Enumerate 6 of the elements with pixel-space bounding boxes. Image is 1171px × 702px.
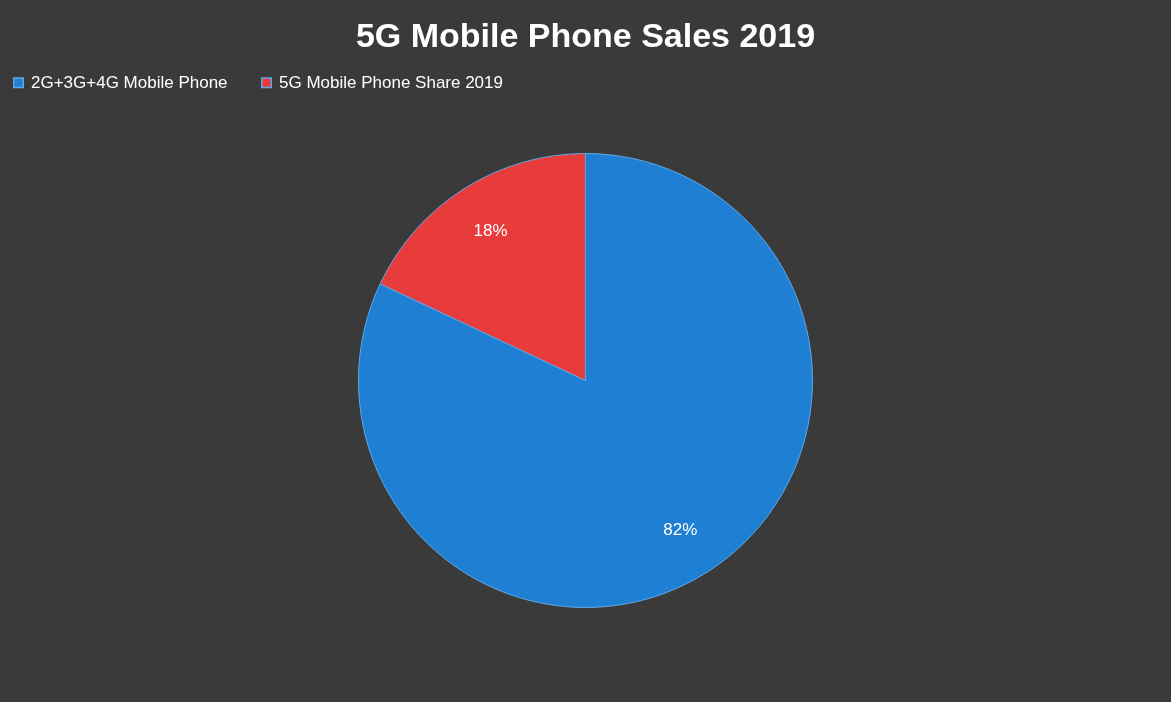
chart-title: 5G Mobile Phone Sales 2019: [355, 16, 816, 54]
legend-label: 2G+3G+4G Mobile Phone: [31, 72, 228, 92]
data-label: 18%: [473, 221, 508, 240]
data-label: 82%: [663, 520, 698, 539]
legend-label: 5G Mobile Phone Share 2019: [279, 72, 503, 92]
pie-slice: [358, 153, 813, 608]
